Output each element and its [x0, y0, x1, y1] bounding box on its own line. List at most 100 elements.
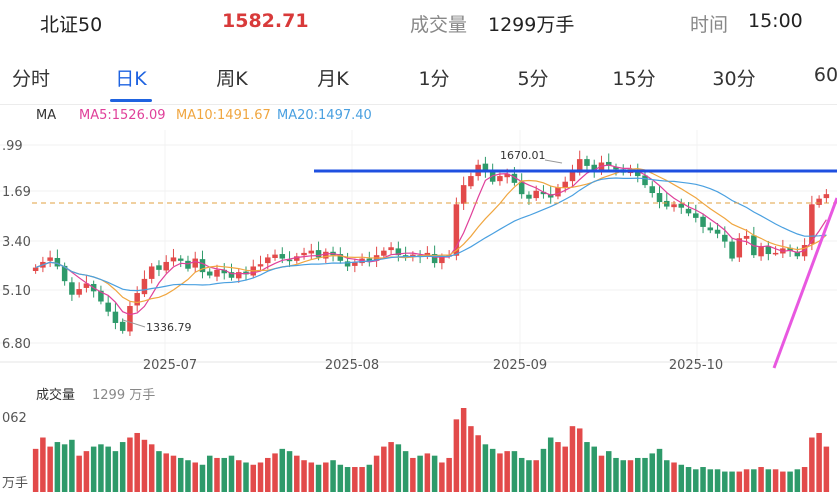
tab-60min[interactable]: 60 [813, 64, 837, 86]
volume-bar [627, 460, 634, 492]
candle-body [69, 282, 75, 295]
index-price: 1582.71 [222, 10, 309, 32]
volume-bar [751, 469, 757, 492]
candle-body [352, 261, 358, 266]
volume-bar [620, 460, 627, 492]
volume-bar [352, 467, 358, 492]
volume-bar [431, 455, 438, 492]
tab-weekly[interactable]: 周K [216, 68, 248, 90]
volume-bar [693, 469, 699, 492]
ma-toggle[interactable]: MA [36, 108, 57, 123]
volume-bar [192, 462, 198, 492]
tab-1min[interactable]: 1分 [418, 68, 450, 90]
volume-bar [540, 448, 547, 492]
volume-bar [772, 469, 779, 492]
volume-bar [787, 471, 793, 492]
candle-body [729, 241, 735, 259]
volume-bar [156, 451, 162, 492]
volume-bar [569, 426, 576, 492]
candle-body [366, 258, 373, 262]
volume-bar [112, 451, 119, 492]
ma-legend: MA MA5:1526.09 MA10:1491.67 MA20:1497.40 [30, 107, 837, 127]
volume-bar [446, 457, 452, 492]
x-tick-label: 2025-08 [325, 358, 379, 373]
candle-body [453, 204, 460, 256]
volume-bar [424, 453, 431, 492]
candle-body [555, 187, 561, 197]
tab-daily[interactable]: 日K [115, 68, 147, 90]
volume-bar [410, 457, 416, 492]
volume-bar [671, 462, 677, 492]
tab-monthly[interactable]: 月K [317, 68, 349, 90]
ma20-line [35, 177, 827, 292]
trend-line[interactable] [772, 197, 837, 369]
tab-15min[interactable]: 15分 [612, 68, 656, 90]
volume-bar [119, 442, 126, 492]
tab-30min[interactable]: 30分 [712, 68, 756, 90]
candle-body [257, 264, 264, 267]
volume-bar [177, 457, 184, 492]
candle-body [112, 311, 119, 323]
y-tick-label: 6.80 [2, 337, 31, 352]
candle-body [497, 176, 503, 182]
candle-body [199, 259, 206, 273]
time-value: 15:00 [748, 10, 803, 32]
volume-bar [823, 446, 830, 492]
candle-body [700, 216, 706, 227]
volume-unit-label: 万手 [2, 476, 28, 491]
volume-bar [576, 428, 583, 492]
candle-body [221, 269, 228, 274]
volume-bar [301, 460, 307, 492]
candle-body [315, 250, 322, 258]
volume-bar [381, 446, 387, 492]
volume-bar [707, 469, 714, 492]
index-name: 北证50 [40, 14, 103, 36]
candle-body [736, 238, 743, 258]
candle-body [569, 171, 576, 182]
tab-5min[interactable]: 5分 [517, 68, 549, 90]
ma20-value: MA20:1497.40 [277, 108, 372, 123]
volume-bar [344, 467, 351, 492]
candle-body [547, 194, 554, 198]
volume-bar [206, 455, 213, 492]
volume-bar [272, 453, 278, 492]
volume-bar [504, 451, 510, 492]
volume-bar [366, 464, 373, 492]
volume-bar [359, 467, 365, 492]
candle-body [214, 269, 220, 277]
volume-bar [286, 451, 293, 492]
quote-header: 北证50 1582.71 成交量 1299万手 时间 15:00 [0, 0, 837, 46]
period-tabs: 分时 日K 周K 月K 1分 5分 15分 30分 60 [0, 52, 837, 104]
candle-body [344, 261, 351, 267]
volume-bar [228, 455, 235, 492]
volume-bar [185, 460, 191, 492]
candle-body [32, 267, 39, 271]
candle-body [649, 186, 656, 194]
volume-bar [743, 469, 750, 492]
candle-body [504, 173, 510, 178]
candle-body [439, 256, 445, 264]
kline-chart[interactable]: .99 1.69 3.40 5.10 6.80 2025-07 2025-08 2025-0… [0, 130, 837, 500]
high-annotation: 1670.01 [500, 149, 546, 162]
volume-bar [584, 442, 590, 492]
volume-bar [598, 455, 605, 492]
volume-bar [127, 437, 133, 492]
x-tick-label: 2025-10 [669, 358, 723, 373]
volume-bar [729, 471, 735, 492]
candle-body [47, 257, 53, 261]
volume-bar [141, 439, 148, 492]
candle-body [540, 191, 547, 195]
candle-body [576, 159, 583, 173]
candle-body [518, 181, 525, 195]
volume-bar [90, 446, 97, 492]
volume-bar [765, 469, 772, 492]
high-annotation-pointer [544, 159, 563, 164]
volume-panel-value: 1299 万手 [92, 388, 155, 403]
tab-minute[interactable]: 分时 [11, 68, 51, 90]
candle-body [714, 229, 721, 234]
volume-bar [40, 437, 46, 492]
candle-body [381, 250, 387, 256]
volume-bar [69, 439, 75, 492]
volume-bar [642, 457, 648, 492]
volume-bar [794, 469, 801, 492]
